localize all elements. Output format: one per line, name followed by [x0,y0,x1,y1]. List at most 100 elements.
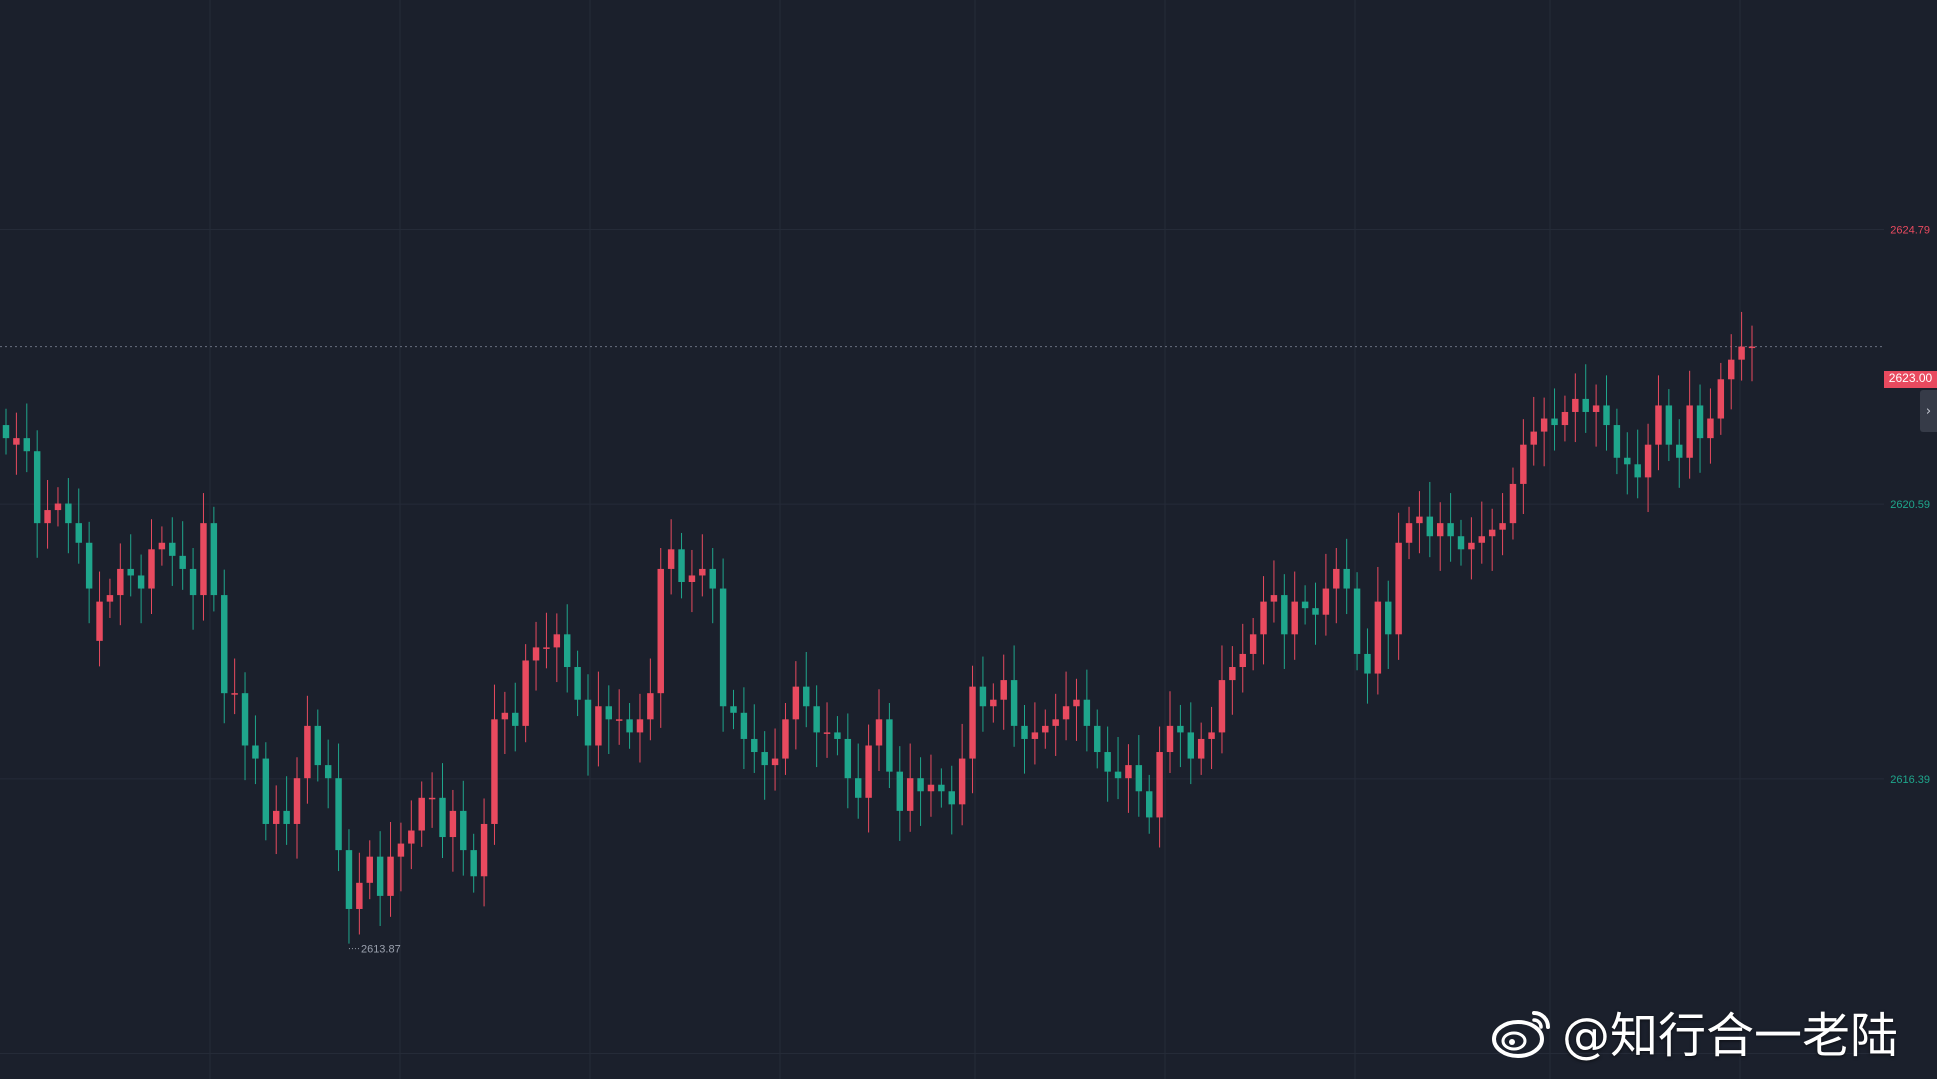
candle [23,403,31,473]
weibo-icon [1492,1011,1550,1058]
candle [803,651,810,728]
candle [1052,693,1059,756]
candle-body [574,667,581,700]
candle-body [1208,732,1215,739]
candle-body [1572,398,1579,412]
candle [1520,419,1527,514]
candle [678,532,685,599]
candle [117,543,124,626]
candle [1447,493,1454,562]
candle-body [1010,680,1018,726]
candle-body [1156,752,1163,818]
candle [283,776,290,845]
candle [771,728,779,791]
candle [96,571,103,667]
candles [2,311,1756,944]
candle-body [169,542,176,556]
candle [44,479,51,549]
collapse-axis-button[interactable]: › [1920,390,1937,432]
candle-body [1592,405,1600,412]
candle-body [699,568,706,576]
candle-body [615,719,623,721]
candle-body [1499,523,1506,530]
candle [221,569,228,724]
candle-body [1676,444,1683,458]
candle [293,757,301,859]
candle-body [1291,601,1298,635]
candle [449,789,457,872]
candle-body [1281,595,1288,635]
candle [553,613,561,683]
candle-body [480,823,488,877]
candle [200,493,207,621]
candle [782,702,789,775]
candle [1333,548,1340,624]
candle [1364,628,1371,704]
candle [397,822,405,892]
candle [990,683,997,723]
candle-body [387,856,394,896]
candle-body [221,595,228,694]
candle-body [813,706,820,733]
candle [1644,423,1652,513]
candle [927,754,935,817]
candle-body [1052,719,1059,726]
candle-body [1624,457,1631,465]
candle [314,709,322,782]
candle [1010,645,1018,747]
candle-body [969,686,976,759]
candle [1062,671,1070,741]
candle [169,517,176,586]
candle-body [293,778,301,824]
candle [1177,704,1184,768]
candle-body [584,699,592,746]
candle-body [751,738,758,753]
candle-body [470,850,477,877]
candle-body [241,693,249,746]
candle-body [730,706,737,713]
candle-body [356,882,363,909]
candle [1624,432,1631,495]
candle [491,684,498,845]
candle [875,689,883,771]
candle [1260,576,1267,665]
candle [2,408,10,455]
candle-body [283,810,290,824]
candle-body [210,523,218,596]
candle [1572,373,1579,443]
candle-body [1270,595,1278,602]
candle-body [1509,483,1517,524]
candle-body [418,797,425,831]
candle [1291,571,1298,660]
candle-body [1416,516,1423,524]
candle-body [366,856,373,883]
candle [1197,722,1205,775]
candle-body [792,686,800,720]
candle-body [262,758,270,824]
candle [387,822,394,917]
candle [615,689,623,745]
candle-body [96,601,103,641]
candle-body [397,843,405,857]
price-axis-label: 2624.79 [1890,225,1930,237]
candle-body [834,732,841,739]
candle [324,739,332,809]
candle-body [1187,732,1195,759]
candle [1125,744,1132,813]
price-axis-label: 2616.39 [1890,774,1930,786]
candle-body [376,856,384,896]
candle [938,768,945,808]
candle-body [460,810,467,851]
candle-body [1468,542,1475,550]
candle-body [1177,725,1184,733]
candle [1634,429,1641,499]
candle [127,534,134,597]
candle-body [1520,444,1527,484]
candle [969,665,976,794]
candle [1073,678,1080,741]
candle-body [106,595,114,602]
candle [1042,709,1049,749]
candle-body [1094,725,1101,753]
candle [366,840,373,900]
